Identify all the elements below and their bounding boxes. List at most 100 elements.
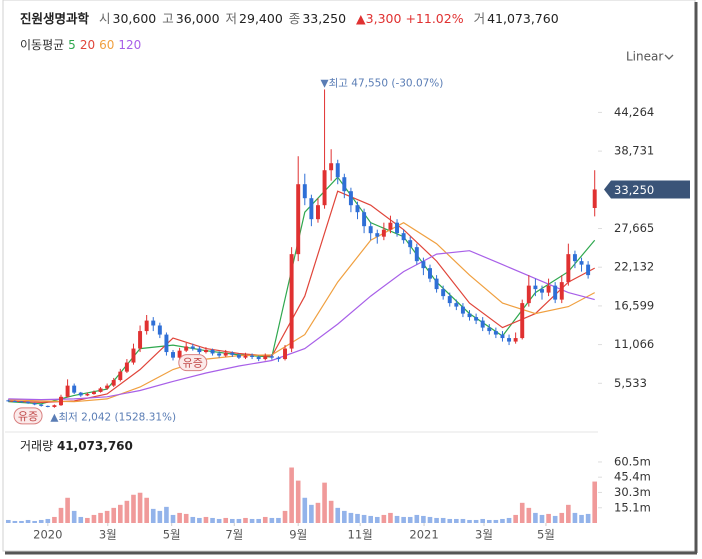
candle-body bbox=[434, 278, 439, 290]
volume-bar bbox=[52, 516, 57, 523]
volume-bar bbox=[572, 512, 578, 523]
legend-entry: 60 bbox=[99, 38, 115, 52]
volume-bar bbox=[440, 517, 446, 523]
candle-body bbox=[520, 303, 525, 339]
volume-bar bbox=[401, 516, 406, 523]
volume-bar bbox=[434, 517, 439, 523]
candle-body bbox=[6, 400, 11, 402]
volume-bar bbox=[98, 512, 103, 523]
scale-dropdown-icon[interactable] bbox=[664, 54, 674, 60]
candle-body bbox=[566, 254, 571, 283]
quote-value: 30,600 bbox=[112, 11, 157, 26]
volume-bar bbox=[328, 500, 334, 523]
volume-bar bbox=[493, 519, 499, 523]
quote-header: 진원생명과학 시 30,600 고 36,000 저 29,400 종 33,250 ▲3,3… bbox=[20, 8, 559, 27]
x-tick-label: 5월 bbox=[163, 528, 181, 542]
candle-body bbox=[428, 268, 432, 279]
x-tick-label: 11월 bbox=[348, 528, 373, 542]
event-badge bbox=[13, 407, 43, 425]
volume-bar bbox=[526, 507, 532, 523]
candle-body bbox=[236, 354, 241, 358]
candle-body bbox=[105, 385, 110, 389]
legend-entry: 5 bbox=[68, 38, 76, 52]
candle-body bbox=[559, 282, 564, 300]
candle-body bbox=[91, 391, 96, 395]
candle-body bbox=[78, 392, 83, 396]
candle-body bbox=[283, 348, 288, 360]
volume-bar bbox=[546, 513, 551, 523]
candle-body bbox=[197, 348, 202, 353]
volume-bar bbox=[58, 507, 64, 523]
volume-bar bbox=[104, 510, 110, 523]
ma-legend: 이동평균 5 20 60 120 bbox=[20, 36, 141, 53]
stock-name: 진원생명과학 bbox=[20, 11, 90, 26]
high-marker: ▼최고 47,550 (-30.07%) bbox=[321, 77, 444, 89]
volume-bar bbox=[585, 513, 591, 523]
candle-body bbox=[368, 226, 373, 234]
volume-bar bbox=[249, 518, 255, 523]
volume-bar bbox=[216, 518, 222, 523]
volume-bar bbox=[71, 510, 77, 523]
volume-bar bbox=[269, 517, 275, 523]
volume-bar bbox=[117, 504, 123, 523]
volume-bar bbox=[447, 518, 453, 523]
candle-body bbox=[493, 331, 498, 335]
volume-bar bbox=[256, 518, 261, 523]
quote-value: 36,000 bbox=[175, 11, 220, 26]
candle-body bbox=[460, 306, 465, 314]
volume-bar bbox=[486, 519, 492, 523]
candle-body bbox=[39, 404, 44, 406]
candle-body bbox=[72, 385, 77, 393]
candle-body bbox=[250, 355, 255, 357]
volume-bar bbox=[414, 514, 420, 523]
volume-bar bbox=[282, 510, 288, 523]
candle-body bbox=[296, 184, 301, 255]
volume-bar bbox=[65, 497, 70, 523]
volume-tick-label: 45.4m bbox=[614, 470, 651, 484]
legend-entry: 20 bbox=[79, 38, 96, 52]
candle-body bbox=[65, 385, 70, 397]
volume-tick-label: 30.3m bbox=[614, 485, 651, 499]
low-marker: ▲최저 2,042 (1528.31%) bbox=[50, 412, 176, 424]
candle-body bbox=[45, 405, 50, 407]
volume-bar bbox=[295, 480, 301, 523]
volume-bar bbox=[243, 517, 248, 523]
volume-bar bbox=[348, 512, 354, 523]
volume-bar bbox=[467, 519, 472, 523]
candle-body bbox=[263, 356, 268, 360]
volume-bar bbox=[210, 517, 215, 523]
volume-bar bbox=[302, 497, 308, 523]
volume-bar bbox=[533, 512, 538, 523]
quote-value: 29,400 bbox=[239, 11, 283, 26]
candle-body bbox=[203, 349, 208, 353]
volume-bar bbox=[111, 507, 117, 523]
volume-bar bbox=[473, 519, 479, 523]
candle-body bbox=[546, 285, 551, 293]
volume-bar bbox=[460, 518, 466, 523]
event-label: 유증 bbox=[183, 357, 203, 370]
volume-bar bbox=[427, 516, 433, 523]
candle-body bbox=[19, 401, 24, 403]
candle-body bbox=[500, 334, 505, 339]
candle-body bbox=[269, 356, 274, 358]
candle-body bbox=[447, 296, 452, 304]
candle-body bbox=[111, 380, 116, 386]
volume-title: 거래량 41,073,760 bbox=[20, 439, 133, 453]
scale-mode[interactable]: Linear bbox=[626, 50, 663, 64]
candle-body bbox=[401, 233, 406, 241]
y-tick-label: 5,533 bbox=[614, 376, 647, 390]
candle-body bbox=[540, 289, 544, 293]
candle-body bbox=[474, 317, 479, 321]
candle-body bbox=[138, 331, 143, 349]
y-tick-label: 38,731 bbox=[614, 144, 654, 158]
candle-body bbox=[302, 184, 307, 199]
volume-bar bbox=[289, 467, 294, 523]
y-tick-label: 22,132 bbox=[614, 260, 654, 274]
volume-bar bbox=[381, 514, 387, 523]
candle-body bbox=[26, 401, 31, 404]
volume-bar bbox=[421, 515, 426, 523]
x-tick-label: 2021 bbox=[409, 528, 438, 542]
quote-value: 33,250 bbox=[302, 11, 347, 26]
candle-body bbox=[171, 352, 175, 358]
